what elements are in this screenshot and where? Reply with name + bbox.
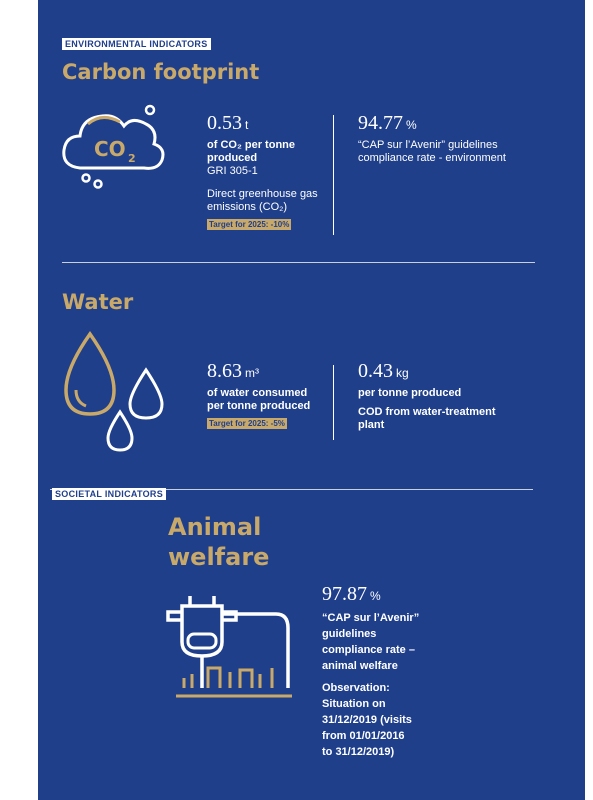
target: Target for 2025: -10% [207,219,292,230]
co2-icon: CO 2 [62,104,165,189]
metric: 0.43 kg per tonne produced COD from water… [358,360,518,432]
unit: t [245,118,249,132]
section-label: SOCIETAL INDICATORS [52,488,167,500]
metric: 94.77% “CAP sur l’Avenir” guidelines com… [358,112,508,165]
unit: m³ [245,366,259,380]
description: per tonne produced [358,387,462,399]
value: 97.87 [322,583,367,605]
value: 94.77 [358,112,403,134]
metric: 97.87% “CAP sur l’Avenir” guidelines com… [322,583,432,760]
unit: % [406,118,417,132]
icon-text: 2 [128,152,136,165]
divider [333,115,334,235]
metric: 8.63 m³ of water consumed per tonne produ… [207,360,327,431]
section-title: Animal welfare [168,513,270,571]
unit: % [370,589,381,603]
description: “CAP sur l’Avenir” guidelines compliance… [322,612,420,672]
water-icon [64,330,164,452]
divider [50,489,533,490]
section-title: Carbon footprint [62,60,260,84]
description: of water consumed per tonne produced [207,387,311,412]
unit: kg [396,366,409,380]
divider [62,262,535,263]
section-label: ENVIRONMENTAL INDICATORS [62,38,211,50]
metric: 0.53 t of CO₂ per tonne produced GRI 305-… [207,112,322,232]
cow-icon [166,596,292,698]
code: GRI 305-1 [207,165,258,177]
description: of CO₂ per tonne produced [207,139,295,164]
divider [333,365,334,440]
target: Target for 2025: -5% [207,418,287,429]
detail: Direct greenhouse gas emissions (CO₂) [207,188,318,213]
value: 8.63 [207,360,242,382]
value: 0.53 [207,112,242,134]
value: 0.43 [358,360,393,382]
observation-label: Observation: [322,682,390,694]
observation: Situation on 31/12/2019 (visits from 01/… [322,698,412,758]
section-title: Water [62,290,134,314]
detail: COD from water-treatment plant [358,406,496,431]
icon-text: CO [94,137,126,161]
description: “CAP sur l’Avenir” guidelines compliance… [358,139,506,164]
